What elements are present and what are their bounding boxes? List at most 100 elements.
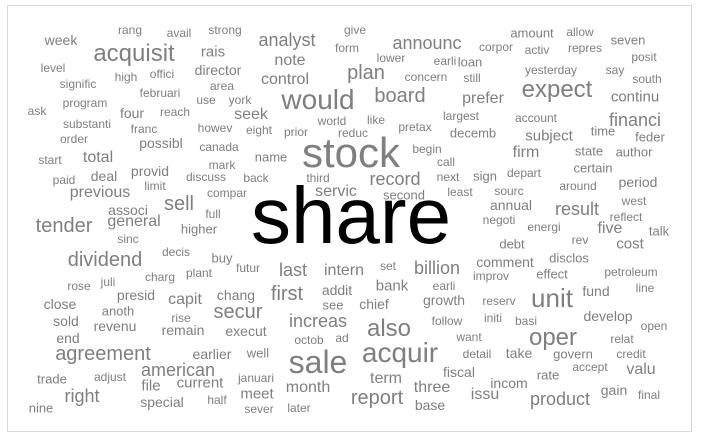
word-area: area	[209, 79, 235, 93]
word-cost: cost	[616, 235, 644, 253]
word-see: see	[322, 297, 344, 313]
word-fiscal: fiscal	[443, 364, 475, 380]
word-take: take	[505, 345, 533, 361]
word-york: york	[228, 93, 252, 107]
word-continu: continu	[610, 88, 660, 106]
word-nine: nine	[28, 400, 54, 416]
word-paid: paid	[52, 173, 76, 187]
word-repres: repres	[567, 41, 603, 55]
word-charg: charg	[144, 270, 176, 284]
word-cloud-frame	[7, 5, 692, 432]
word-credit: credit	[616, 347, 646, 361]
word-compar: compar	[206, 186, 248, 200]
word-special: special	[140, 394, 184, 410]
word-plant: plant	[185, 266, 213, 280]
word-anoth: anoth	[101, 303, 135, 319]
word-reduc: reduc	[337, 126, 369, 140]
word-limit: limit	[144, 179, 166, 193]
word-debt: debt	[499, 236, 525, 252]
word-next: next	[436, 170, 460, 184]
word-concern: concern	[404, 70, 448, 84]
word-like: like	[366, 113, 386, 127]
word-initi: initi	[483, 311, 503, 325]
word-chief: chief	[359, 296, 389, 312]
word-set: set	[379, 259, 397, 273]
word-corpor: corpor	[478, 40, 514, 54]
word-remain: remain	[161, 322, 205, 338]
word-world: world	[317, 114, 347, 128]
word-franc: franc	[130, 122, 158, 136]
word-acquisit: acquisit	[93, 40, 175, 67]
word-talk: talk	[648, 223, 670, 239]
word-decemb: decemb	[449, 125, 497, 141]
word-fund: fund	[582, 283, 610, 299]
word-negoti: negoti	[482, 213, 516, 227]
word-allow: allow	[566, 25, 594, 39]
word-yesterday: yesterday	[524, 63, 578, 77]
word-annual: annual	[489, 197, 533, 213]
word-south: south	[632, 72, 662, 86]
word-feder: feder	[635, 129, 665, 145]
word-reflect: reflect	[609, 210, 643, 224]
word-earli-2: earli	[433, 54, 457, 68]
word-sever: sever	[244, 402, 274, 416]
word-control: control	[260, 71, 310, 88]
word-rang: rang	[117, 23, 143, 37]
word-program: program	[62, 96, 108, 110]
word-associ: associ	[108, 202, 148, 218]
word-state: state	[574, 143, 604, 159]
word-high: high	[114, 70, 138, 84]
word-analyst: analyst	[258, 30, 316, 50]
word-unit: unit	[531, 283, 573, 313]
word-certain: certain	[573, 160, 613, 176]
word-februari: februari	[139, 86, 181, 100]
word-juli: juli	[100, 275, 116, 289]
word-basi: basi	[514, 314, 538, 328]
word-petroleum: petroleum	[604, 265, 658, 279]
word-product: product	[529, 389, 591, 409]
word-time: time	[590, 123, 616, 139]
word-strong: strong	[208, 23, 242, 37]
word-end: end	[56, 330, 80, 346]
word-ask: ask	[27, 104, 47, 118]
word-half: half	[207, 393, 227, 407]
word-decis: decis	[161, 245, 191, 259]
word-avail: avail	[166, 26, 192, 40]
word-lower: lower	[376, 51, 406, 65]
word-subject: subject	[525, 127, 573, 145]
word-tender: tender	[35, 215, 93, 237]
word-octob: octob	[294, 333, 324, 347]
word-canada: canada	[199, 140, 239, 154]
word-januari: januari	[237, 371, 275, 385]
word-futur: futur	[235, 261, 261, 275]
word-develop: develop	[583, 308, 633, 324]
word-comment: comment	[476, 254, 534, 270]
word-mark: mark	[208, 158, 236, 172]
word-earlier: earlier	[192, 346, 232, 362]
word-howev: howev	[197, 121, 233, 135]
word-relat: relat	[610, 332, 634, 346]
word-higher: higher	[180, 221, 218, 237]
word-still: still	[463, 71, 481, 85]
word-later: later	[287, 401, 311, 415]
word-deal: deal	[90, 168, 118, 184]
word-firm: firm	[512, 144, 540, 161]
word-incom: incom	[490, 375, 528, 391]
word-buy: buy	[211, 250, 233, 266]
word-month: month	[285, 379, 331, 396]
word-discuss: discuss	[185, 170, 227, 184]
word-west: west	[621, 194, 647, 208]
word-execut: execut	[225, 323, 267, 339]
word-amount: amount	[510, 25, 554, 41]
word-seek: seek	[234, 106, 268, 123]
word-current: current	[176, 374, 224, 392]
word-seven: seven	[610, 32, 646, 48]
word-stock: stock	[301, 129, 401, 176]
word-ad: ad	[335, 331, 349, 345]
word-accept: accept	[572, 360, 608, 374]
word-file: file	[141, 377, 161, 395]
word-gain: gain	[600, 382, 628, 398]
word-revenu: revenu	[93, 318, 137, 334]
word-presid: presid	[116, 287, 156, 303]
